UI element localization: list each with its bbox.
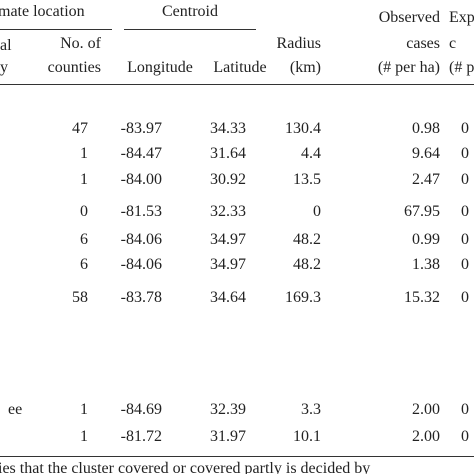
table-cell: 0	[461, 171, 469, 188]
column-header: al	[0, 37, 12, 54]
table-cell: 1	[80, 401, 88, 418]
table-cell: -84.00	[120, 171, 162, 188]
table-cell: 30.92	[210, 171, 246, 188]
table-cell: 48.2	[293, 231, 321, 248]
table-cell: 31.64	[210, 145, 246, 162]
column-header: (# per ha)	[377, 59, 440, 76]
column-header: Exp	[449, 9, 474, 26]
table-cell: -84.47	[120, 145, 162, 162]
table-cell: 48.2	[293, 256, 321, 273]
table-cell: 2.00	[412, 428, 440, 445]
row-label: ee	[8, 401, 23, 418]
column-header: c	[449, 35, 457, 52]
table-cell: 0	[461, 203, 469, 220]
group-header: Centroid	[162, 3, 218, 20]
column-header: (# p	[449, 59, 474, 76]
column-header: Observed	[378, 9, 440, 26]
table-cell: 32.39	[210, 401, 246, 418]
table-cell: 0	[461, 256, 469, 273]
table-cell: 130.4	[285, 120, 321, 137]
table-cell: -83.78	[120, 289, 162, 306]
table-cell: 2.00	[412, 401, 440, 418]
table-cell: 47	[72, 120, 88, 137]
column-header: counties	[47, 59, 101, 76]
table-cell: 58	[72, 289, 88, 306]
table-cell: -81.53	[120, 203, 162, 220]
table-cell: 34.33	[210, 120, 246, 137]
table-cell: 0	[461, 289, 469, 306]
table-cell: 32.33	[210, 203, 246, 220]
table-cell: 169.3	[285, 289, 321, 306]
column-header: y	[0, 59, 8, 76]
column-header: Longitude	[127, 59, 193, 76]
table-cell: 3.3	[301, 401, 321, 418]
table-cell: 1	[80, 428, 88, 445]
table-cell: 31.97	[210, 428, 246, 445]
table-cell: 0.99	[412, 231, 440, 248]
table-cell: 34.64	[210, 289, 246, 306]
table-bottom-rule	[0, 456, 474, 457]
table-cell: 0	[461, 428, 469, 445]
header-rule	[0, 84, 474, 85]
column-header: (km)	[289, 59, 321, 76]
table-cell: -81.72	[120, 428, 162, 445]
table-cell: 1	[80, 145, 88, 162]
table-cell: -84.06	[120, 256, 162, 273]
table-cell: -83.97	[120, 120, 162, 137]
table-cell: 10.1	[293, 428, 321, 445]
table-cell: 0.98	[412, 120, 440, 137]
table-cell: 0	[461, 401, 469, 418]
table-cell: 2.47	[412, 171, 440, 188]
table-cell: 34.97	[210, 256, 246, 273]
group-rule	[0, 29, 112, 30]
table-cell: 67.95	[404, 203, 440, 220]
table-cell: 0	[461, 120, 469, 137]
table-cell: 0	[461, 145, 469, 162]
table-cell: 15.32	[404, 289, 440, 306]
table-cell: 1.38	[412, 256, 440, 273]
group-rule	[124, 29, 256, 30]
table-cell: 6	[80, 256, 88, 273]
table-cell: 0	[461, 231, 469, 248]
table-cell: -84.06	[120, 231, 162, 248]
table-cell: 0	[313, 203, 321, 220]
table-cell: 0	[80, 203, 88, 220]
group-header: mate location	[0, 3, 85, 20]
table-cell: 6	[80, 231, 88, 248]
table-cell: 13.5	[293, 171, 321, 188]
table-cell: 9.64	[412, 145, 440, 162]
column-header: Radius	[276, 35, 321, 52]
table-cell: 4.4	[301, 145, 321, 162]
column-header: No. of	[60, 35, 101, 52]
table-cell: 1	[80, 171, 88, 188]
table-cell: -84.69	[120, 401, 162, 418]
footnote: ies that the cluster covered or covered …	[0, 460, 371, 474]
table-cell: 34.97	[210, 231, 246, 248]
column-header: Latitude	[213, 59, 267, 76]
column-header: cases	[406, 35, 440, 52]
